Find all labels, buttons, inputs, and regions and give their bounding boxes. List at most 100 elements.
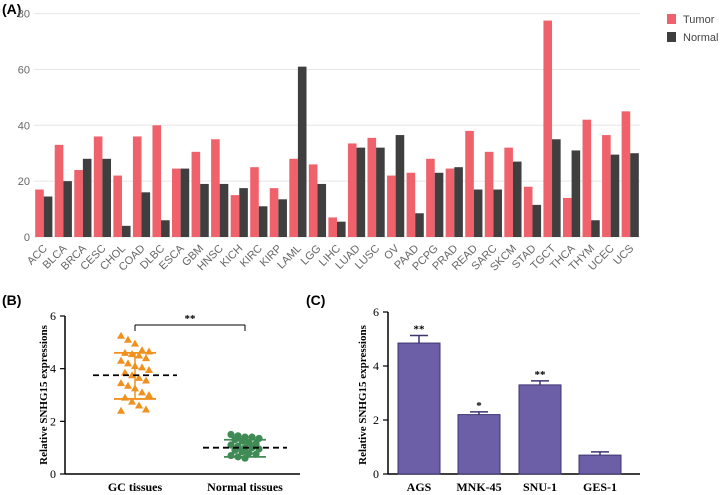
bar-tumor-kirp [269, 188, 279, 237]
data-point [121, 368, 129, 376]
y-tick-label: 60 [18, 64, 30, 76]
x-category-label: GC tissues [108, 480, 163, 494]
data-point [138, 363, 146, 371]
data-point [117, 379, 125, 387]
bar-normal-pcpg [434, 172, 444, 237]
bar-tumor-pcpg [426, 158, 435, 237]
bar-normal-luad [356, 147, 366, 237]
data-point [227, 430, 235, 439]
bar-normal-blca [63, 181, 72, 237]
bar-tumor-sarc [484, 151, 494, 237]
data-point [227, 441, 235, 449]
bar-normal-thym [591, 220, 600, 237]
bar-normal-brca [82, 158, 92, 237]
y-tick-label: 0 [373, 467, 379, 481]
bar-tumor-kirc [250, 167, 259, 237]
bar-normal-kirp [278, 199, 287, 237]
bar-normal-stad [532, 204, 542, 237]
significance-label: * [476, 400, 482, 412]
bar-tumor-tgct [543, 20, 553, 237]
significance-label: ** [535, 369, 547, 381]
y-tick-label: 0 [24, 232, 30, 244]
bar-tumor-ov [387, 175, 396, 237]
bar-normal-sarc [493, 189, 502, 237]
y-axis-label: Relative SNHG15 expressions [38, 324, 50, 464]
bar-normal-ucec [610, 154, 620, 237]
y-tick-label: 4 [50, 362, 56, 376]
y-tick-label: 6 [50, 309, 56, 323]
bar-normal-lusc [376, 147, 385, 237]
bar-normal-dlbc [161, 220, 170, 237]
bar-tumor-read [465, 130, 474, 237]
bar-tumor-blca [54, 144, 64, 237]
bar-tumor-paad [406, 172, 416, 237]
data-point [135, 373, 143, 381]
data-point [238, 448, 246, 456]
bar-normal-kirc [258, 206, 268, 237]
legend-label-normal: Normal [683, 32, 718, 44]
y-tick-label: 20 [18, 176, 30, 188]
bar-snu-1 [518, 384, 562, 475]
bar-normal-laml [297, 66, 307, 238]
bar-tumor-acc [35, 189, 44, 237]
bar-normal-prad [454, 167, 463, 237]
data-point [142, 354, 150, 362]
bar-tumor-ucec [602, 135, 611, 237]
bar-tumor-cesc [93, 136, 103, 237]
bar-normal-coad [141, 192, 151, 237]
panel-b-label: (B) [2, 292, 21, 308]
bar-tumor-chol [113, 175, 122, 237]
significance-label: ** [185, 313, 197, 325]
bar-normal-chol [121, 225, 131, 237]
data-point [117, 331, 125, 339]
bar-normal-esca [180, 168, 190, 237]
data-point [227, 451, 235, 460]
bar-normal-skcm [512, 161, 522, 237]
significance-label: ** [414, 323, 426, 335]
x-category-label: AGS [407, 480, 432, 494]
bar-tumor-luad [347, 143, 357, 237]
data-point [145, 365, 153, 373]
legend-label-tumor: Tumor [683, 14, 715, 26]
y-tick-label: 0 [50, 467, 56, 481]
bar-tumor-dlbc [152, 125, 162, 237]
data-point [142, 376, 150, 384]
y-tick-label: 2 [50, 414, 56, 428]
bar-normal-lgg [317, 183, 327, 237]
data-point [124, 381, 132, 389]
data-point [128, 397, 136, 405]
bar-tumor-stad [523, 186, 533, 237]
bar-normal-cesc [102, 158, 112, 237]
x-tick-label: UCS [611, 243, 636, 268]
chart-a: 020406080ACCBLCABRCACESCCHOLCOADDLBCESCA… [18, 9, 719, 274]
bar-tumor-thca [562, 197, 572, 237]
bar-normal-read [473, 189, 483, 237]
bar-tumor-lgg [308, 164, 318, 237]
y-tick-label: 80 [18, 9, 30, 21]
bar-normal-tgct [552, 139, 561, 237]
y-tick-label: 2 [373, 413, 379, 427]
legend-swatch-tumor [667, 14, 676, 24]
bar-ges-1 [578, 454, 622, 475]
bar-normal-thca [571, 150, 581, 237]
x-category-label: GES-1 [583, 480, 617, 494]
bar-normal-hnsc [219, 183, 229, 237]
data-point [245, 449, 253, 457]
data-point [131, 339, 139, 347]
bar-normal-kich [239, 188, 248, 237]
legend-swatch-normal [667, 32, 676, 42]
chart-c: 0 2 4 6 Relative SNHG15 expressions ** AGS * MNK… [357, 305, 640, 494]
data-point [135, 401, 143, 409]
bar-mnk-45 [457, 414, 501, 475]
bar-tumor-skcm [504, 147, 513, 237]
y-axis-label: Relative SNHG15 expressions [357, 324, 369, 464]
bar-normal-ucs [630, 153, 639, 237]
bar-tumor-brca [74, 169, 83, 237]
bar-tumor-kich [230, 195, 240, 237]
bar-tumor-hnsc [211, 139, 220, 237]
x-category-label: MNK-45 [456, 480, 501, 494]
bar-normal-paad [415, 213, 424, 237]
data-point [145, 391, 153, 398]
data-point [117, 356, 125, 364]
